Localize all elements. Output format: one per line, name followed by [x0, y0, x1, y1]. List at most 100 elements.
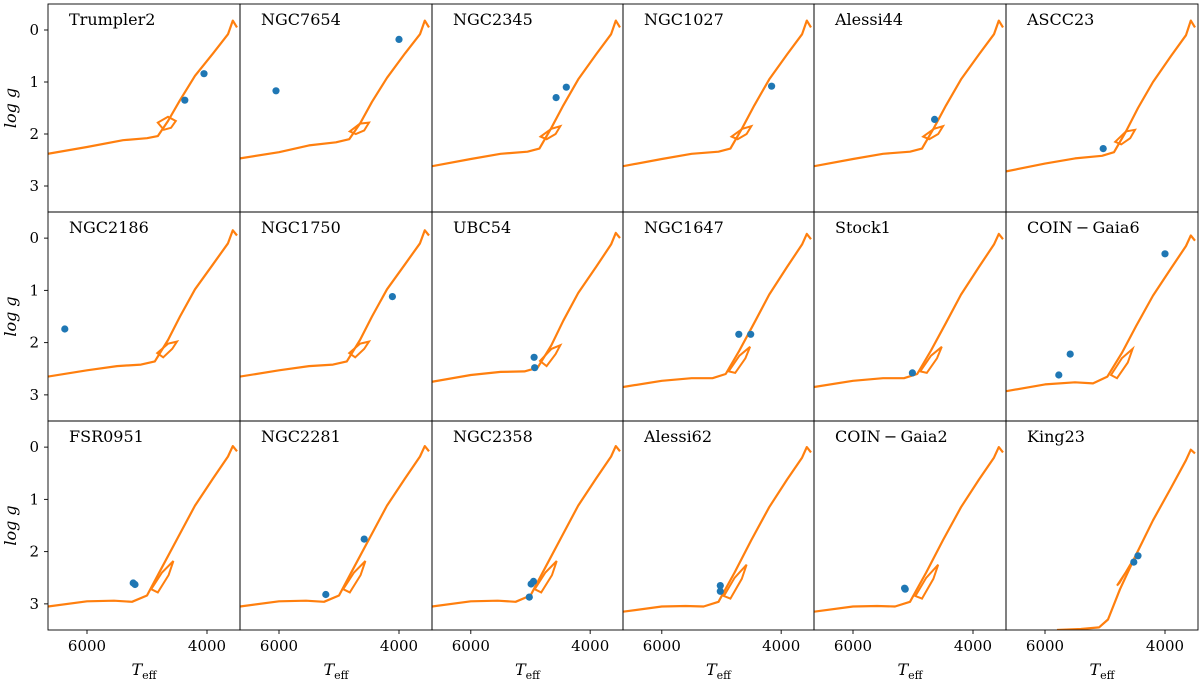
panel-ngc1027: NGC1027	[622, 3, 815, 213]
x-tick-label: 4000	[1146, 637, 1184, 655]
panel-frame	[1005, 420, 1199, 631]
x-tick-label: 4000	[380, 637, 418, 655]
isochrone-loop	[347, 340, 372, 359]
x-tick-label: 4000	[762, 637, 800, 655]
star-point	[562, 83, 570, 91]
panel-ngc2345: NGC2345	[431, 3, 624, 213]
star-point	[552, 94, 560, 102]
panel-ngc2186: NGC2186 0 1 2 3 log g	[1, 211, 241, 422]
x-axis-label-main: T	[706, 660, 718, 679]
panel-title: NGC2345	[453, 10, 533, 29]
panel-title: Trumpler2	[69, 10, 155, 29]
panel-stock1: Stock1	[813, 211, 1007, 422]
panel-ngc1750: NGC1750	[239, 211, 433, 422]
star-point	[322, 590, 330, 599]
isochrone-loop	[149, 560, 175, 594]
isochrone-line	[1056, 448, 1196, 630]
panel-frame	[47, 420, 241, 631]
star-point	[931, 115, 939, 123]
panel-alessi62: Alessi62 6000 4000 Teff	[622, 420, 815, 681]
isochrone-line	[814, 232, 1004, 389]
x-axis-label-sub: eff	[717, 669, 733, 681]
x-tick-label: 6000	[643, 637, 681, 655]
plot-area	[623, 232, 812, 389]
star-point	[716, 582, 724, 590]
x-axis-label-sub: eff	[142, 669, 158, 681]
x-axis-label: Teff	[706, 660, 732, 681]
star-point	[735, 330, 743, 338]
panel-title: NGC7654	[261, 10, 341, 29]
isochrone-line	[623, 232, 812, 389]
plot-area	[240, 229, 430, 378]
isochrone-line	[1006, 234, 1196, 393]
panel-frame	[1005, 211, 1199, 422]
isochrone-loop	[156, 115, 178, 131]
star-point	[360, 535, 368, 543]
y-tick-label: 1	[29, 490, 39, 508]
star-point	[768, 82, 776, 90]
panel-fsr0951: FSR0951 0 1 2 3 log g 6000 4000 Teff	[1, 420, 241, 681]
x-axis-label: Teff	[1090, 660, 1116, 681]
panel-title: NGC1750	[261, 218, 341, 237]
plot-area	[432, 445, 621, 608]
panel-title: NGC2186	[69, 218, 149, 237]
panel-frame	[813, 3, 1007, 213]
plot-area	[814, 232, 1004, 389]
plot-area	[623, 446, 812, 613]
plot-area	[48, 19, 238, 155]
plot-area	[240, 445, 430, 608]
star-point	[527, 580, 535, 588]
panel-alessi44: Alessi44	[813, 3, 1007, 213]
isochrone-line	[814, 446, 1004, 613]
x-axis-label-sub: eff	[334, 669, 350, 681]
isochrone-line	[48, 445, 238, 608]
panel-ubc54: UBC54	[431, 211, 624, 422]
plot-area	[432, 19, 621, 168]
panel-title: COIN − Gaia6	[1027, 218, 1140, 237]
panel-title: NGC1027	[644, 10, 724, 29]
isochrone-loop	[538, 343, 563, 368]
star-point	[716, 587, 724, 595]
star-point	[1134, 552, 1142, 560]
panel-title: Stock1	[835, 218, 891, 237]
x-tick-label: 4000	[954, 637, 992, 655]
panel-frame	[813, 211, 1007, 422]
x-tick-label: 4000	[571, 637, 609, 655]
panel-title: King23	[1027, 427, 1085, 446]
x-axis-label: Teff	[898, 660, 924, 681]
panel-frame	[622, 420, 815, 631]
plot-area	[623, 19, 812, 168]
plot-area	[48, 445, 238, 608]
y-tick-label: 0	[29, 21, 39, 39]
isochrone-line	[432, 231, 621, 383]
y-tick-label: 1	[29, 281, 39, 299]
isochrone-loop	[722, 564, 748, 600]
y-axis-label: log g	[1, 505, 20, 545]
star-point	[1161, 250, 1169, 258]
star-point	[272, 87, 280, 95]
y-axis-label: log g	[1, 296, 20, 336]
isochrone-loop	[1113, 128, 1137, 146]
panel-frame	[431, 211, 624, 422]
panel-coin-gaia6: COIN − Gaia6	[1005, 211, 1199, 422]
star-point	[1055, 371, 1063, 379]
panel-ascc23: ASCC23	[1005, 3, 1199, 213]
x-axis-label-main: T	[132, 660, 144, 679]
x-axis-label-sub: eff	[526, 669, 542, 681]
isochrone-line	[623, 19, 812, 168]
star-point	[388, 293, 396, 301]
panel-frame	[622, 3, 815, 213]
x-axis-label-sub: eff	[1100, 669, 1116, 681]
plot-area	[814, 19, 1004, 168]
star-point	[131, 580, 139, 589]
isochrone-loop	[729, 124, 754, 141]
star-point	[525, 593, 533, 601]
isochrone-loop	[347, 121, 371, 136]
y-tick-label: 2	[29, 125, 39, 143]
isochrone-loop	[533, 560, 558, 594]
x-tick-label: 6000	[452, 637, 490, 655]
x-axis-label-main: T	[324, 660, 336, 679]
panel-title: ASCC23	[1026, 10, 1094, 29]
isochrone-loop	[921, 124, 946, 141]
isochrone-loop	[341, 560, 367, 594]
